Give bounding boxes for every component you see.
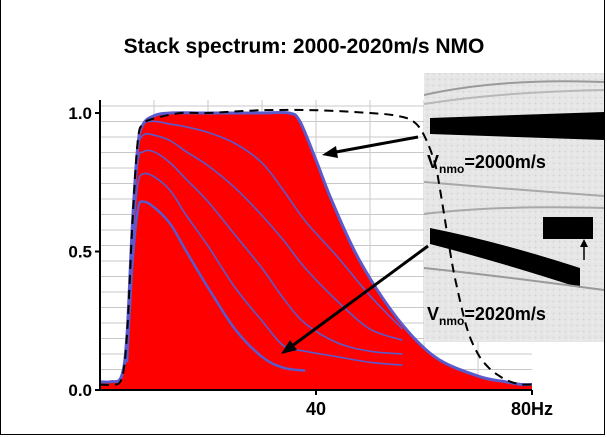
- x-tick-label: 40: [306, 399, 326, 419]
- inset-2020-small-arrowhead: [580, 239, 588, 247]
- seismic-inset-2000: [423, 73, 605, 201]
- series-layer: [125, 120, 403, 372]
- arrow-2020-head: [281, 340, 297, 354]
- dashed-spectrum-curve: [100, 108, 532, 386]
- spectrum-curve-2: [126, 132, 403, 363]
- spectrum-curve-4: [126, 172, 403, 366]
- annotation-arrow-2000: [322, 135, 419, 158]
- y-tick-label: 0.5: [68, 243, 92, 262]
- arrow-2000-shaft: [335, 135, 419, 154]
- inset-2020-faint-event: [423, 206, 605, 215]
- y-tick-label: 0.0: [68, 381, 92, 400]
- y-tick-label: 1.0: [68, 104, 92, 123]
- inset-2000-faint-event: [423, 80, 605, 96]
- annotation-vnmo-2000: Vnmo=2000m/s: [427, 152, 546, 176]
- inset-2020-faint-event-2: [423, 267, 605, 291]
- filled-spectrum-area: [100, 112, 532, 390]
- arrow-2020-shaft: [291, 244, 429, 348]
- axes-layer: 0.0 0.5 1.0 40 80Hz: [68, 100, 553, 419]
- annotation-arrow-2020: [281, 244, 429, 354]
- chart-title: Stack spectrum: 2000-2020m/s NMO: [124, 35, 485, 58]
- spectrum-curve-5: [125, 200, 306, 372]
- dashed-layer: [100, 108, 532, 386]
- x-tick-label: 80Hz: [511, 399, 553, 419]
- inset-2000-faint-event-3: [423, 181, 605, 197]
- inset-2020-reflection: [430, 228, 580, 288]
- inset-2000-faint-event-2: [423, 89, 605, 105]
- spectrum-curve-3: [126, 149, 403, 363]
- inset-2020-black-block: [543, 217, 593, 239]
- inset-2000-reflection: [430, 112, 604, 140]
- annotation-vnmo-2020: Vnmo=2020m/s: [427, 304, 546, 328]
- arrow-2000-head: [322, 146, 338, 158]
